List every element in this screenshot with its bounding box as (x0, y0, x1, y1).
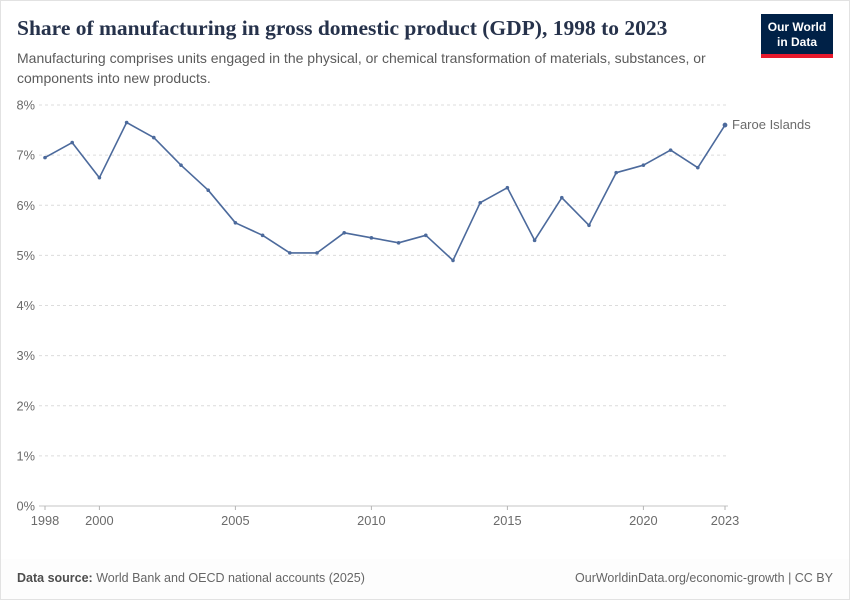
data-point (424, 233, 428, 238)
data-point (641, 163, 646, 168)
data-source: Data source: World Bank and OECD nationa… (17, 571, 365, 585)
series-line (44, 121, 726, 262)
data-point (560, 196, 564, 200)
data-point (260, 233, 265, 238)
y-tick-label: 2% (17, 398, 36, 413)
data-point (451, 258, 455, 263)
chart-subtitle: Manufacturing comprises units engaged in… (17, 50, 706, 87)
chart-area: 0% 1% 2% 3% 4% 5% 6% 7% 8% 1998 2000 2005 2010 2015 20… (1, 89, 849, 532)
x-tick-label: 2020 (629, 513, 657, 527)
data-point (70, 140, 74, 145)
data-point (369, 236, 374, 240)
data-point (97, 176, 102, 180)
data-source-label: Data source: (17, 571, 93, 585)
chart-title: Share of manufacturing in gross domestic… (17, 16, 668, 40)
owid-link[interactable]: OurWorldinData.org/economic-growth | CC … (575, 571, 833, 585)
chart-header: Share of manufacturing in gross domestic… (1, 1, 849, 89)
y-tick-label: 1% (17, 449, 36, 464)
y-tick-label: 4% (17, 298, 36, 313)
data-point (43, 155, 47, 160)
owid-logo-line1: Our World (767, 20, 827, 34)
x-tick-label: 2000 (85, 513, 113, 527)
series-end-point (722, 122, 728, 128)
data-point (505, 186, 510, 190)
owid-logo-line2: in Data (776, 35, 817, 49)
x-tick-label: 2005 (221, 513, 249, 527)
series-label: Faroe Islands (732, 117, 811, 132)
data-point (614, 170, 618, 175)
data-point (288, 251, 292, 255)
owid-logo: Our World in Data (761, 14, 833, 58)
data-point (233, 221, 238, 225)
x-tick-label: 2015 (493, 513, 521, 527)
y-tick-label: 8% (17, 98, 36, 113)
y-tick-label: 0% (17, 499, 36, 514)
data-point (668, 148, 673, 153)
data-point (532, 238, 537, 243)
chart-footer: Data source: World Bank and OECD nationa… (1, 559, 849, 599)
data-point (396, 241, 401, 245)
y-tick-label: 7% (17, 148, 36, 163)
data-source-text: World Bank and OECD national accounts (2… (92, 571, 365, 585)
y-tick-label: 6% (17, 198, 36, 213)
y-tick-label: 3% (17, 348, 36, 363)
data-point (124, 120, 129, 125)
x-tick-label: 2010 (357, 513, 385, 527)
x-tick-label: 1998 (31, 513, 59, 527)
data-point (342, 231, 347, 235)
data-point (315, 251, 319, 255)
data-point (179, 163, 183, 168)
data-point (696, 165, 700, 170)
data-point (206, 188, 210, 193)
title-block: Share of manufacturing in gross domestic… (17, 14, 737, 89)
y-tick-label: 5% (17, 248, 36, 263)
line-chart: 0% 1% 2% 3% 4% 5% 6% 7% 8% 1998 2000 2005 2010 2015 20… (17, 98, 812, 529)
data-point (587, 223, 591, 228)
x-tick-label: 2023 (711, 513, 739, 527)
data-point (478, 201, 483, 205)
data-point (152, 135, 156, 140)
